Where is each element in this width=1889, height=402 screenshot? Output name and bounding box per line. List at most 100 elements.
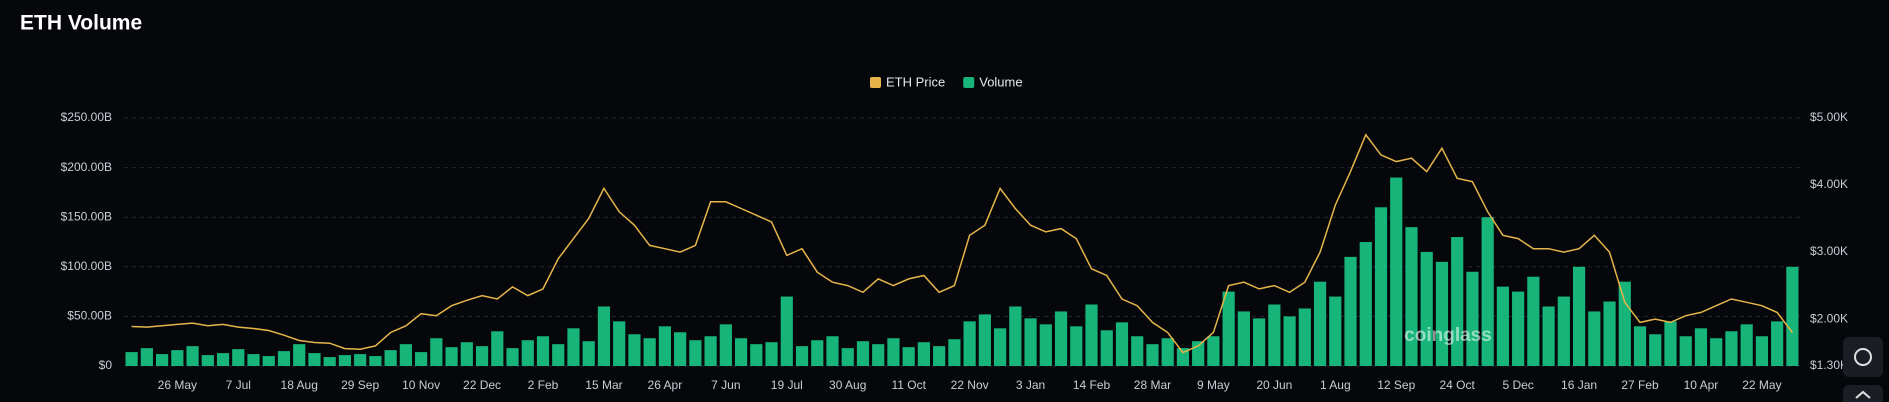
volume-bar — [1664, 321, 1677, 366]
volume-bar — [780, 296, 793, 366]
volume-bar — [1374, 207, 1388, 366]
volume-bar — [1649, 334, 1662, 366]
x-tick-label: 11 Oct — [891, 378, 926, 392]
volume-bar — [948, 339, 961, 366]
volume-bar — [1161, 338, 1174, 366]
volume-bar — [491, 331, 504, 366]
x-tick-label: 1 Aug — [1320, 378, 1351, 392]
volume-bar — [704, 336, 717, 366]
x-tick-label: 18 Aug — [281, 378, 318, 392]
x-tick-label: 10 Nov — [402, 378, 440, 392]
settings-icon — [1854, 348, 1872, 366]
volume-bar — [750, 344, 763, 366]
volume-bar — [1740, 324, 1753, 366]
volume-bar — [1633, 326, 1647, 366]
x-tick-label: 28 Mar — [1134, 378, 1171, 392]
legend: ETH Price Volume — [870, 74, 1023, 89]
volume-bar — [552, 344, 565, 366]
volume-bar — [1481, 217, 1494, 366]
volume-bar — [1420, 251, 1433, 366]
volume-bar — [293, 344, 306, 366]
volume-bar — [323, 357, 336, 366]
x-tick-label: 30 Aug — [829, 378, 866, 392]
scroll-top-button[interactable] — [1843, 385, 1883, 402]
volume-bar — [1618, 281, 1631, 366]
volume-bar — [1435, 261, 1449, 366]
volume-bar — [155, 354, 169, 366]
volume-bar — [399, 344, 412, 366]
volume-bar — [1268, 304, 1281, 366]
volume-bar — [978, 314, 991, 366]
volume-bar — [232, 349, 245, 366]
x-tick-label: 10 Apr — [1684, 378, 1719, 392]
volume-bar — [1557, 296, 1570, 366]
volume-bar — [1710, 338, 1723, 366]
volume-bar — [1679, 336, 1692, 366]
x-tick-label: 26 Apr — [648, 378, 683, 392]
volume-bar — [658, 326, 671, 366]
volume-bar — [674, 332, 687, 366]
volume-bar — [1359, 242, 1372, 366]
volume-bar — [1405, 227, 1418, 366]
volume-bar — [277, 351, 291, 366]
volume-bar — [247, 354, 260, 366]
x-tick-label: 16 Jan — [1561, 378, 1597, 392]
volume-bar — [521, 340, 534, 366]
y2-tick-label: $2.00K — [1810, 311, 1848, 325]
volume-bar — [1070, 326, 1083, 366]
volume-bar — [628, 334, 641, 366]
up-icon — [1855, 390, 1871, 399]
volume-bar — [719, 324, 732, 366]
x-tick-label: 3 Jan — [1016, 378, 1045, 392]
x-tick-label: 20 Jun — [1256, 378, 1292, 392]
x-tick-label: 19 Jul — [771, 378, 803, 392]
volume-bar — [963, 321, 976, 366]
volume-bar — [734, 338, 748, 366]
volume-bar — [597, 306, 611, 366]
volume-bar — [1588, 311, 1601, 366]
volume-bar — [1100, 330, 1113, 366]
volume-bar — [338, 355, 352, 366]
volume-bar — [1207, 336, 1220, 366]
volume-bar — [1024, 318, 1037, 366]
settings-button[interactable] — [1843, 337, 1883, 377]
volume-bar — [262, 356, 275, 366]
volume-bar — [1054, 311, 1068, 366]
x-tick-label: 22 May — [1742, 378, 1781, 392]
volume-bar — [1009, 306, 1022, 366]
volume-bar — [582, 341, 595, 366]
price-line — [131, 133, 1793, 354]
volume-bar — [1039, 324, 1052, 366]
y-tick-label: $150.00B — [61, 209, 112, 223]
volume-bar — [811, 340, 824, 366]
volume-bar — [993, 328, 1007, 366]
volume-bar — [445, 347, 458, 366]
volume-bar — [1146, 344, 1159, 366]
volume-bar — [460, 342, 473, 366]
volume-bar — [826, 336, 839, 366]
volume-bar — [186, 346, 199, 366]
volume-bar — [1603, 301, 1616, 366]
volume-bar — [1466, 271, 1479, 366]
x-tick-label: 7 Jul — [226, 378, 251, 392]
y-tick-label: $250.00B — [61, 110, 112, 124]
volume-bar — [1298, 308, 1311, 366]
volume-bar — [1283, 316, 1296, 366]
volume-bar — [1344, 256, 1357, 366]
volume-bar — [1451, 237, 1464, 366]
volume-bar — [1572, 266, 1586, 366]
x-tick-label: 22 Dec — [463, 378, 501, 392]
volume-bar — [933, 346, 946, 366]
x-tick-label: 27 Feb — [1621, 378, 1659, 392]
volume-bar — [1313, 281, 1327, 366]
page-title: ETH Volume — [20, 12, 142, 35]
y-tick-label: $50.00B — [67, 309, 112, 323]
y-tick-label: $200.00B — [61, 160, 112, 174]
legend-label: ETH Price — [886, 74, 945, 89]
volume-bar — [1253, 318, 1266, 366]
y2-tick-label: $5.00K — [1810, 110, 1848, 124]
volume-bar — [354, 354, 367, 366]
volume-bar — [613, 321, 626, 366]
x-tick-label: 12 Sep — [1377, 378, 1415, 392]
